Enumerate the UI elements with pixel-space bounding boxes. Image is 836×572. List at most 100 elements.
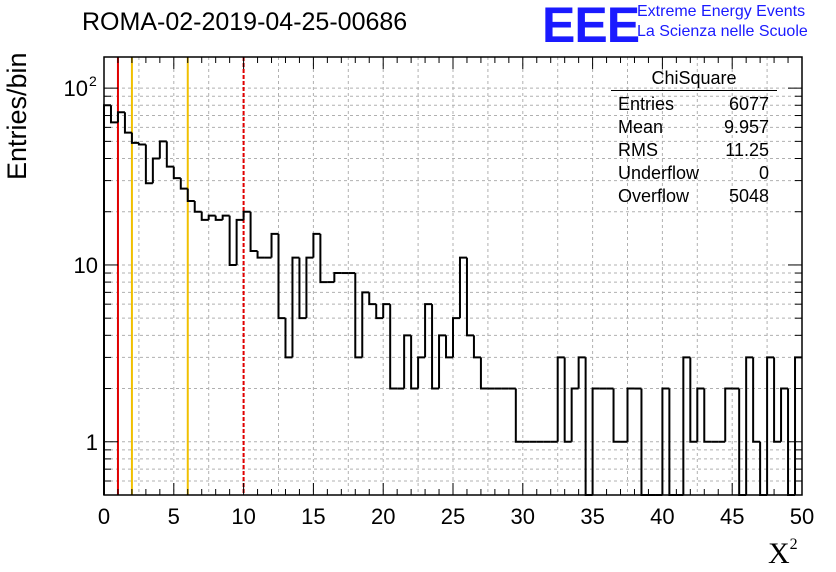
histogram-bin — [431, 304, 440, 390]
histogram-bin — [556, 356, 565, 442]
histogram-bin — [724, 387, 733, 442]
histogram-bin — [703, 388, 712, 443]
x-tick-label: 20 — [371, 504, 395, 529]
histogram-bin — [403, 334, 412, 389]
stats-value: 5048 — [728, 186, 769, 206]
histogram-bin — [410, 335, 419, 390]
stats-label: Mean — [618, 117, 664, 137]
stats-value: 9.957 — [723, 117, 769, 137]
histogram-bin — [305, 256, 314, 319]
histogram-bin — [452, 317, 460, 358]
y-tick-label: 10 — [74, 253, 98, 278]
histogram-bin — [752, 357, 761, 443]
histogram-bin — [165, 141, 174, 168]
x-tick-label: 25 — [441, 504, 465, 529]
histogram-bin — [438, 334, 447, 389]
histogram-bin — [193, 200, 202, 213]
histogram-bin — [773, 357, 782, 443]
logo-line-2: La Scienza nelle Scuole — [637, 23, 808, 40]
x-tick-label: 50 — [790, 504, 814, 529]
histogram-bin — [584, 357, 593, 496]
stats-label: RMS — [618, 140, 658, 160]
histogram-bin — [424, 303, 433, 358]
histogram-bin — [375, 304, 384, 320]
stats-row-underflow: Underflow 0 — [611, 162, 777, 185]
histogram-bin — [472, 335, 481, 359]
eee-logo: EEE — [542, 0, 640, 53]
histogram-bin — [207, 214, 216, 220]
histogram-bin — [361, 291, 370, 358]
y-tick-label: 1 — [86, 430, 98, 455]
logo-line-1: Extreme Energy Events — [637, 3, 806, 20]
histogram-bin — [626, 387, 635, 442]
x-tick-label: 5 — [168, 504, 180, 529]
histogram-bin — [256, 250, 265, 259]
histogram-bin — [479, 357, 488, 390]
histogram-bin — [780, 387, 789, 442]
histogram-bin — [144, 144, 153, 185]
histogram-bin — [382, 303, 391, 319]
histogram-bin — [298, 257, 307, 320]
y-tick-label: 10 — [64, 76, 88, 101]
histogram-bin — [270, 232, 279, 258]
logo-text: Extreme Energy Events La Scienza nelle S… — [637, 2, 808, 42]
histogram-bin — [312, 232, 321, 258]
histogram-bin — [123, 112, 132, 134]
stats-label: Underflow — [618, 163, 700, 183]
histogram-bin — [221, 214, 230, 220]
histogram-bin — [417, 356, 426, 389]
y-tick-exponent: 2 — [89, 73, 97, 89]
y-axis-label: Entries/bin — [2, 52, 32, 180]
histogram-bin — [235, 218, 244, 265]
stats-value: 6077 — [728, 94, 769, 114]
histogram-bin — [458, 256, 467, 319]
stats-label: Entries — [618, 94, 675, 114]
histogram-bin — [612, 388, 621, 443]
x-axis-label-base: X — [768, 537, 790, 570]
stats-row-mean: Mean 9.957 — [611, 116, 777, 139]
stats-row-rms: RMS 11.25 — [611, 139, 777, 162]
histogram-bin — [514, 388, 523, 443]
histogram-bin — [577, 356, 586, 389]
histogram-bin — [682, 356, 691, 495]
x-tick-label: 10 — [231, 504, 255, 529]
stats-row-entries: Entries 6077 — [611, 93, 777, 116]
histogram-bin — [696, 387, 705, 442]
histogram-bin — [445, 335, 453, 359]
stats-box: ChiSquare Entries 6077 Mean 9.957 RMS 11.25… — [611, 68, 777, 208]
histogram-bin — [228, 215, 237, 266]
histogram-bin — [200, 211, 209, 221]
histogram-bin — [563, 357, 572, 443]
stats-title: ChiSquare — [611, 68, 777, 91]
histogram-bin — [689, 357, 698, 443]
x-tick-label: 15 — [301, 504, 325, 529]
histogram-bin — [214, 215, 223, 221]
histogram-bin — [291, 256, 300, 358]
x-axis-label: X2 — [768, 536, 798, 571]
histogram-bin — [368, 292, 377, 306]
histogram-bin — [333, 272, 342, 283]
histogram-bin — [249, 211, 258, 252]
histogram-bin — [116, 111, 125, 123]
stats-label: Overflow — [618, 186, 690, 206]
histogram-bin — [103, 104, 111, 495]
histogram-bin — [158, 140, 167, 159]
chart-title: ROMA-02-2019-04-25-00686 — [82, 8, 408, 36]
histogram-bin — [766, 356, 775, 495]
histogram-bin — [130, 132, 139, 144]
histogram-bin — [745, 356, 754, 495]
histogram-bin — [591, 387, 600, 495]
stats-row-overflow: Overflow 5048 — [611, 185, 777, 208]
histogram-bin — [277, 233, 286, 320]
histogram-bin — [661, 387, 670, 495]
x-tick-label: 35 — [580, 504, 604, 529]
x-tick-label: 0 — [98, 504, 110, 529]
histogram-bin — [284, 318, 293, 359]
histogram-bin — [794, 356, 802, 495]
stats-value: 11.25 — [725, 140, 769, 160]
histogram-bin — [172, 166, 181, 180]
histogram-bin — [179, 178, 188, 190]
x-tick-label: 30 — [511, 504, 535, 529]
histogram-bin — [389, 304, 398, 390]
